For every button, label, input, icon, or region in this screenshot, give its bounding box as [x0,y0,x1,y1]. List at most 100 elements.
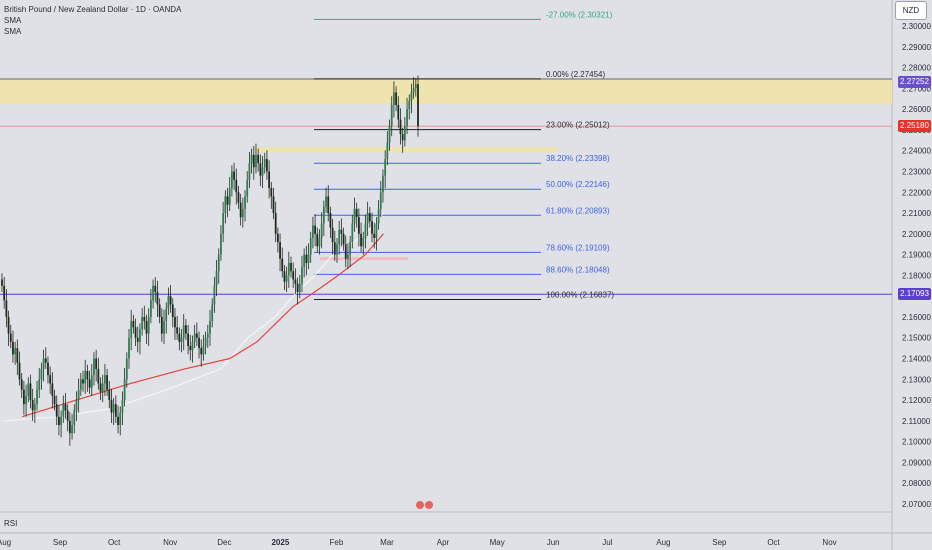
candle-body-30 [66,410,69,421]
candle-body-86 [189,346,192,351]
candle-body-73 [160,316,163,334]
y-tick-label-7: 2.14000 [902,355,931,364]
x-tick-label-4: Dec [217,538,231,547]
price-tag-last: 2.25180 [898,120,931,132]
x-tick-label-6: Feb [329,538,343,547]
x-tick-label-13: Sep [712,538,727,547]
candle-body-142 [312,225,314,238]
candle-body-7 [16,348,19,363]
candle-body-102 [224,196,227,214]
candle-body-67 [147,316,150,334]
candle-body-104 [228,188,231,205]
candle-body-99 [217,254,220,272]
candle-body-132 [290,262,292,272]
candle-body-152 [333,242,336,255]
candle-body-12 [27,383,30,396]
candle-body-88 [193,333,196,342]
candle-body-120 [263,159,266,168]
support-zone [255,147,557,153]
candle-body-71 [156,292,159,305]
candle-body-11 [25,395,27,405]
candle-body-75 [165,308,168,322]
y-tick-label-5: 2.12000 [902,396,931,405]
candle-body-14 [31,400,34,411]
candle-body-127 [279,242,281,259]
candle-body-124 [272,196,275,214]
candle-body-149 [327,196,330,214]
candle-body-24 [53,395,56,405]
candle-body-95 [209,321,211,334]
fib-label-4: 50.00% (2.22146) [546,180,610,189]
currency-selector[interactable]: NZD [895,1,927,20]
candle-body-5 [12,341,14,355]
x-tick-label-7: Mar [380,538,394,547]
candle-body-166 [364,223,367,238]
candle-body-121 [266,159,268,172]
sma-legend-1[interactable]: SMA [4,16,22,25]
x-tick-label-5: 2025 [271,538,289,547]
candle-body-134 [294,279,297,284]
candle-body-34 [75,400,78,411]
candle-body-66 [145,321,148,334]
y-tick-label-15: 2.22000 [902,188,931,197]
candle-body-35 [77,389,80,401]
candle-body-173 [379,192,382,209]
candle-body-185 [406,109,408,126]
candle-body-163 [357,217,360,234]
candle-body-105 [230,171,233,189]
candle-body-109 [239,202,242,218]
candle-body-187 [410,92,413,101]
candle-body-171 [375,223,378,238]
sma-legend-2[interactable]: SMA [4,27,22,36]
y-tick-label-23: 2.30000 [902,22,931,31]
pink-zone [320,257,408,261]
candle-body-189 [414,84,417,89]
y-tick-label-1: 2.08000 [902,479,931,488]
y-tick-label-16: 2.23000 [902,167,931,176]
candle-body-90 [198,337,200,349]
candle-body-147 [322,206,325,224]
y-tick-label-3: 2.10000 [902,438,931,447]
x-tick-label-10: Jun [547,538,560,547]
candle-body-64 [141,316,144,330]
candle-body-25 [55,404,58,417]
candle-body-28 [62,404,65,417]
candle-body-33 [73,410,76,426]
candle-body-63 [139,329,141,342]
candle-body-13 [29,383,32,401]
y-tick-label-4: 2.11000 [902,417,931,426]
candle-body-118 [259,163,262,176]
x-tick-label-9: May [490,538,505,547]
candle-body-114 [250,154,253,164]
candle-body-8 [18,362,21,380]
candle-body-16 [36,389,38,405]
sma-fast-line [3,212,384,422]
candle-body-146 [320,223,323,238]
candle-body-161 [353,208,356,224]
candle-body-92 [202,346,205,355]
candle-body-135 [296,283,299,293]
rsi-pane-label[interactable]: RSI [4,519,18,528]
candle-body-21 [47,362,49,376]
candle-body-45 [99,383,102,392]
candle-body-179 [393,92,395,105]
candle-body-150 [329,213,332,228]
candle-body-170 [373,233,376,238]
candle-body-186 [408,100,411,110]
candle-body-15 [33,404,36,411]
y-tick-label-19: 2.26000 [902,105,931,114]
candle-body-79 [174,316,176,328]
candle-body-94 [206,333,209,338]
x-tick-label-2: Oct [108,538,121,547]
candle-body-19 [42,358,45,369]
candle-body-136 [298,283,301,293]
candle-body-160 [351,223,354,243]
candle-body-184 [403,125,406,141]
candle-body-17 [38,379,41,390]
candle-body-183 [401,134,404,141]
x-tick-label-0: Aug [0,538,11,547]
fib-label-8: 100.00% (2.16837) [546,291,614,300]
candle-body-31 [68,420,71,434]
candle-body-42 [93,358,95,376]
